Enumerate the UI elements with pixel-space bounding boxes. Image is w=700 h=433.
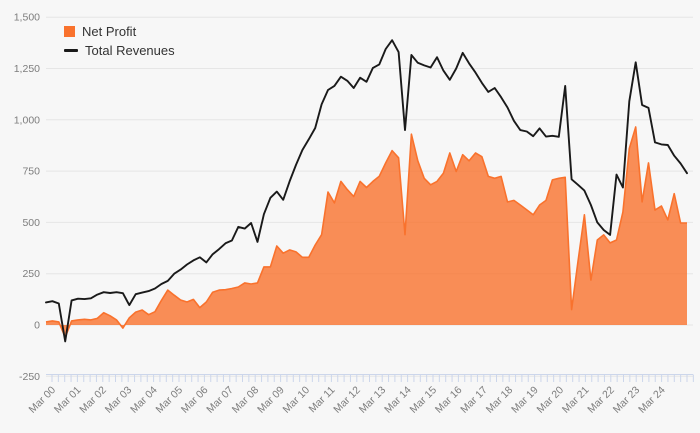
x-axis-label: Mar 00	[27, 384, 59, 416]
x-axis-label: Mar 16	[433, 384, 465, 416]
net-profit-swatch-icon	[64, 26, 75, 37]
x-axis-label: Mar 19	[509, 384, 541, 416]
x-axis-label: Mar 21	[560, 384, 592, 416]
x-axis-label: Mar 22	[585, 384, 617, 416]
x-axis-label: Mar 11	[306, 384, 337, 415]
y-axis-label: 1,250	[14, 63, 40, 75]
x-axis-label: Mar 06	[179, 384, 211, 416]
x-axis-label: Mar 13	[357, 384, 389, 416]
x-axis-label: Mar 14	[382, 384, 414, 416]
chart-legend: Net Profit Total Revenues	[64, 24, 175, 58]
y-axis-label: 1,500	[14, 12, 40, 24]
x-axis-label: Mar 23	[611, 384, 643, 416]
x-axis-label: Mar 15	[408, 384, 440, 416]
y-axis-label: 250	[22, 268, 40, 280]
total-revenues-line	[45, 39, 688, 343]
x-axis-label: Mar 05	[154, 384, 186, 416]
x-axis-label: Mar 12	[331, 384, 363, 416]
x-axis-label: Mar 02	[77, 384, 109, 416]
legend-item-net-profit[interactable]: Net Profit	[64, 24, 175, 39]
x-axis-label: Mar 01	[52, 384, 84, 416]
x-axis-label: Mar 08	[230, 384, 262, 416]
total-revenues-swatch-icon	[64, 49, 78, 52]
x-axis-label: Mar 18	[484, 384, 516, 416]
legend-item-total-revenues[interactable]: Total Revenues	[64, 43, 175, 58]
net-profit-area	[46, 127, 687, 338]
x-axis-label: Mar 09	[255, 384, 287, 416]
x-axis-label: Mar 04	[128, 384, 160, 416]
x-axis-label: Mar 24	[636, 384, 668, 416]
y-axis-label: 500	[22, 217, 40, 229]
y-axis-label: 750	[22, 166, 40, 178]
x-axis-label: Mar 17	[458, 384, 490, 416]
x-axis-label: Mar 20	[535, 384, 567, 416]
y-axis-label: -250	[19, 371, 40, 383]
x-axis-label: Mar 03	[103, 384, 135, 416]
y-axis-label: 1,000	[14, 114, 40, 126]
legend-label-net-profit: Net Profit	[82, 24, 137, 39]
y-axis-label: 0	[34, 320, 40, 332]
x-axis-label: Mar 10	[281, 384, 313, 416]
x-axis-label: Mar 07	[204, 384, 236, 416]
legend-label-total-revenues: Total Revenues	[85, 43, 175, 58]
net-profit-edge	[45, 126, 687, 339]
